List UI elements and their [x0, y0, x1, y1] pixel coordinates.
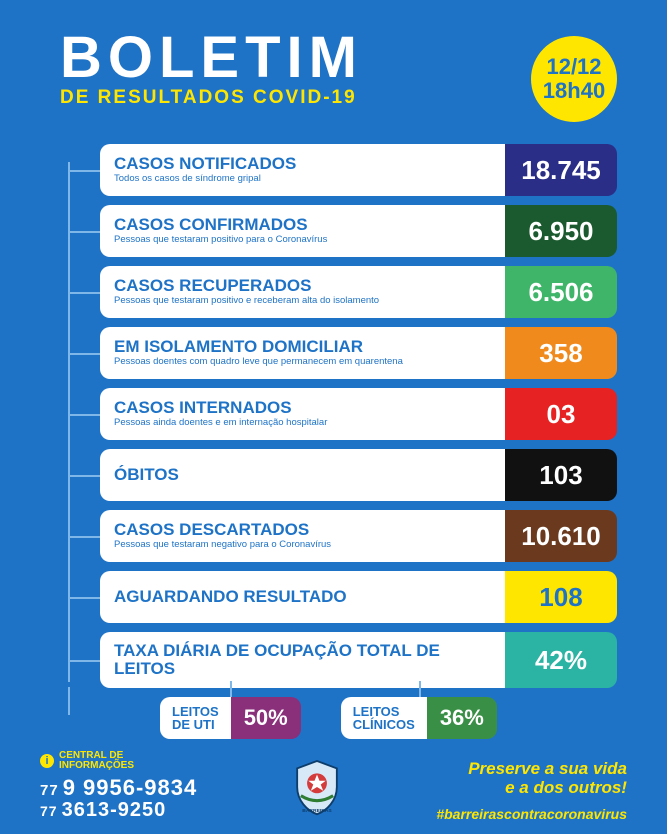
- stat-card-title: CASOS NOTIFICADOS: [114, 155, 491, 173]
- stat-card-sub: Pessoas que testaram positivo e recebera…: [114, 296, 491, 307]
- stat-card-body: AGUARDANDO RESULTADO: [100, 571, 505, 623]
- stat-card-body: CASOS NOTIFICADOSTodos os casos de síndr…: [100, 144, 505, 196]
- stat-card-body: CASOS RECUPERADOSPessoas que testaram po…: [100, 266, 505, 318]
- sub-stat-body: LEITOSDE UTI: [160, 697, 231, 739]
- stat-card: EM ISOLAMENTO DOMICILIARPessoas doentes …: [100, 327, 617, 379]
- slogan-line1: Preserve a sua vida: [436, 759, 627, 779]
- stat-card-body: CASOS CONFIRMADOSPessoas que testaram po…: [100, 205, 505, 257]
- stat-card-title: CASOS RECUPERADOS: [114, 277, 491, 295]
- phone-secondary: 773613-9250: [40, 799, 197, 822]
- stat-card-value: 03: [505, 388, 617, 440]
- sub-stat-title2: CLÍNICOS: [353, 718, 415, 731]
- stat-card-sub: Todos os casos de síndrome gripal: [114, 174, 491, 185]
- stat-card: CASOS DESCARTADOSPessoas que testaram ne…: [100, 510, 617, 562]
- stat-card: ÓBITOS 103: [100, 449, 617, 501]
- sub-stat-card: LEITOSCLÍNICOS36%: [341, 697, 497, 739]
- main-title: BOLETIM: [60, 30, 363, 85]
- stat-card: CASOS INTERNADOSPessoas ainda doentes e …: [100, 388, 617, 440]
- stat-card-value: 6.506: [505, 266, 617, 318]
- stat-card-sub: Pessoas ainda doentes e em internação ho…: [114, 418, 491, 429]
- sub-title: DE RESULTADOS COVID-19: [60, 87, 363, 109]
- info-block: i CENTRAL DEINFORMAÇÕES 779 9956-9834 77…: [40, 751, 197, 822]
- stat-card: AGUARDANDO RESULTADO 108: [100, 571, 617, 623]
- info-label: CENTRAL DEINFORMAÇÕES: [59, 751, 134, 771]
- stat-card-value: 18.745: [505, 144, 617, 196]
- footer: i CENTRAL DEINFORMAÇÕES 779 9956-9834 77…: [0, 751, 667, 822]
- stat-card-sub: Pessoas que testaram negativo para o Cor…: [114, 540, 491, 551]
- slogan-block: Preserve a sua vida e a dos outros! #bar…: [436, 759, 627, 822]
- sub-cards-row: LEITOSDE UTI50% LEITOSCLÍNICOS36%: [100, 697, 617, 739]
- stat-card-sub: Pessoas doentes com quadro leve que perm…: [114, 357, 491, 368]
- header: BOLETIM DE RESULTADOS COVID-19 12/12 18h…: [0, 0, 667, 132]
- sub-stat-value: 36%: [427, 697, 497, 739]
- title-block: BOLETIM DE RESULTADOS COVID-19: [60, 30, 363, 109]
- phone-primary: 779 9956-9834: [40, 775, 197, 801]
- cards-container: CASOS NOTIFICADOSTodos os casos de síndr…: [0, 132, 667, 739]
- stat-card-value: 6.950: [505, 205, 617, 257]
- stat-card-value: 358: [505, 327, 617, 379]
- stat-card-title: CASOS INTERNADOS: [114, 399, 491, 417]
- svg-text:BARREIRAS: BARREIRAS: [302, 808, 332, 814]
- stat-card-body: TAXA DIÁRIA DE OCUPAÇÃO TOTAL DE LEITOS: [100, 632, 505, 688]
- stat-card-value: 103: [505, 449, 617, 501]
- stat-card-title: CASOS CONFIRMADOS: [114, 216, 491, 234]
- info-icon: i: [40, 754, 54, 768]
- connector-line: [68, 162, 70, 682]
- stat-card: CASOS RECUPERADOSPessoas que testaram po…: [100, 266, 617, 318]
- date-line1: 12/12: [546, 56, 601, 78]
- sub-stat-body: LEITOSCLÍNICOS: [341, 697, 427, 739]
- stat-card-title: EM ISOLAMENTO DOMICILIAR: [114, 338, 491, 356]
- stat-card-title: TAXA DIÁRIA DE OCUPAÇÃO TOTAL DE LEITOS: [114, 642, 491, 678]
- sub-stat-title2: DE UTI: [172, 718, 219, 731]
- sub-stat-card: LEITOSDE UTI50%: [160, 697, 301, 739]
- slogan-line2: e a dos outros!: [436, 778, 627, 798]
- date-line2: 18h40: [543, 80, 605, 102]
- info-pill: i CENTRAL DEINFORMAÇÕES: [40, 751, 134, 771]
- crest-icon: BARREIRAS: [282, 752, 352, 822]
- stat-card-value: 10.610: [505, 510, 617, 562]
- stat-card-value: 108: [505, 571, 617, 623]
- stat-card-body: EM ISOLAMENTO DOMICILIARPessoas doentes …: [100, 327, 505, 379]
- stat-card-title: AGUARDANDO RESULTADO: [114, 588, 491, 606]
- stat-card-body: ÓBITOS: [100, 449, 505, 501]
- stat-card-body: CASOS DESCARTADOSPessoas que testaram ne…: [100, 510, 505, 562]
- stat-card-title: ÓBITOS: [114, 466, 491, 484]
- stat-card: TAXA DIÁRIA DE OCUPAÇÃO TOTAL DE LEITOS 4…: [100, 632, 617, 688]
- stat-card: CASOS CONFIRMADOSPessoas que testaram po…: [100, 205, 617, 257]
- stat-card-sub: Pessoas que testaram positivo para o Cor…: [114, 235, 491, 246]
- stat-card-body: CASOS INTERNADOSPessoas ainda doentes e …: [100, 388, 505, 440]
- stat-card: CASOS NOTIFICADOSTodos os casos de síndr…: [100, 144, 617, 196]
- stat-card-title: CASOS DESCARTADOS: [114, 521, 491, 539]
- hashtag: #barreirascontracoronavirus: [436, 806, 627, 822]
- stat-card-value: 42%: [505, 632, 617, 688]
- sub-stat-value: 50%: [231, 697, 301, 739]
- date-badge: 12/12 18h40: [531, 36, 617, 122]
